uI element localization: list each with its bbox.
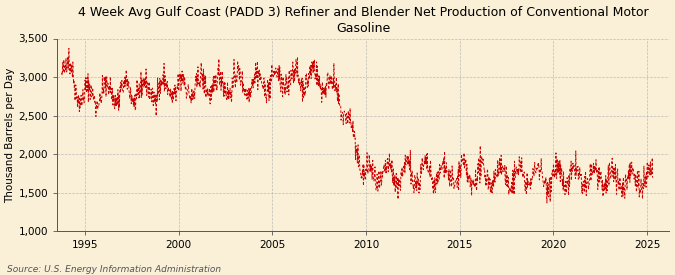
Y-axis label: Thousand Barrels per Day: Thousand Barrels per Day (5, 67, 16, 202)
Text: Source: U.S. Energy Information Administration: Source: U.S. Energy Information Administ… (7, 265, 221, 274)
Title: 4 Week Avg Gulf Coast (PADD 3) Refiner and Blender Net Production of Conventiona: 4 Week Avg Gulf Coast (PADD 3) Refiner a… (78, 6, 649, 35)
